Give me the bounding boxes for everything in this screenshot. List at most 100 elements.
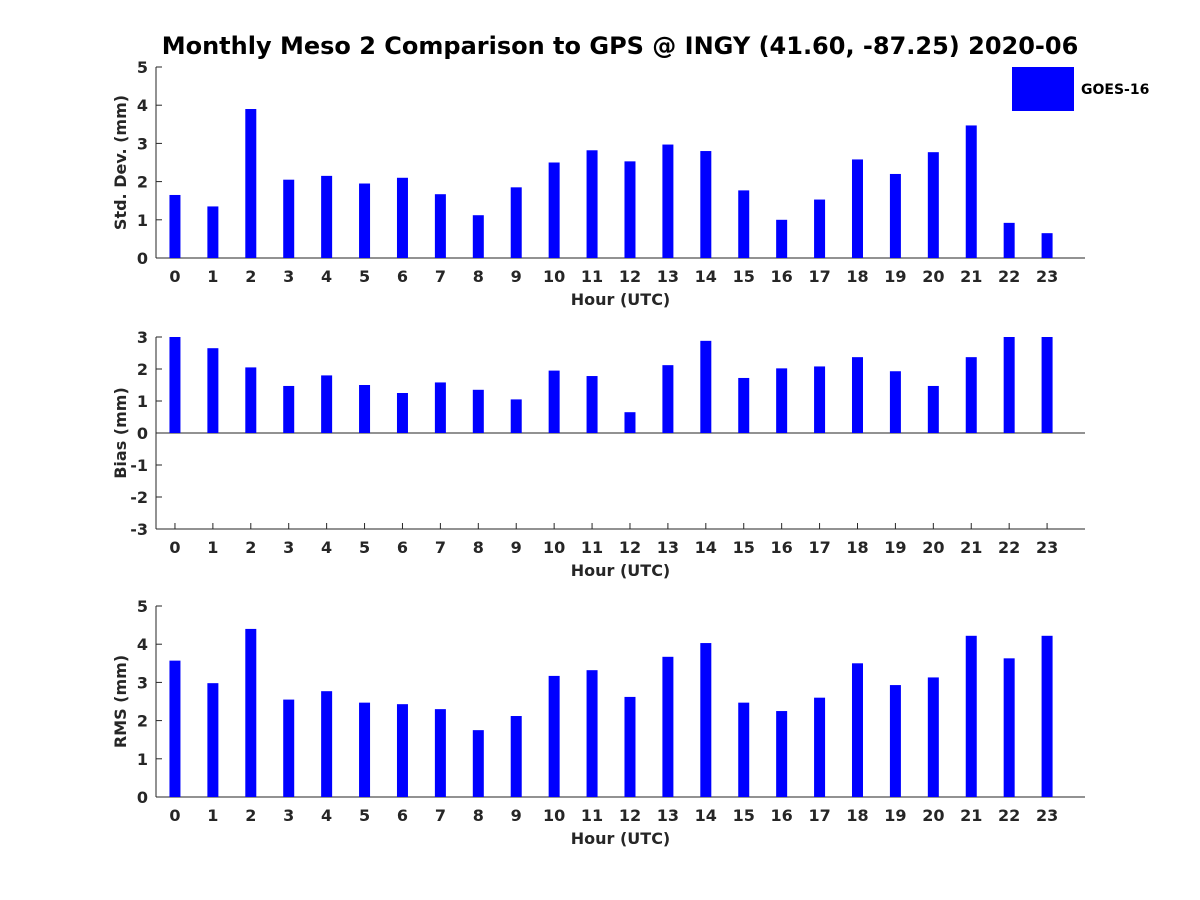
std-y-axis-label: Std. Dev. (mm) <box>111 95 130 230</box>
rms-bar <box>851 663 863 797</box>
std-bar <box>814 199 826 258</box>
rms-x-tick-label: 17 <box>808 806 830 825</box>
rms-bar <box>738 702 750 797</box>
std-bar <box>283 179 295 258</box>
bias-x-tick-label: 6 <box>397 538 408 557</box>
std-x-tick-label: 7 <box>435 267 446 286</box>
rms-x-axis-label: Hour (UTC) <box>571 829 671 848</box>
bias-x-tick-label: 7 <box>435 538 446 557</box>
bias-y-tick-label: -3 <box>130 520 148 539</box>
bias-x-tick-label: 12 <box>619 538 641 557</box>
rms-y-tick-label: 1 <box>137 750 148 769</box>
std-x-tick-label: 8 <box>473 267 484 286</box>
bias-y-axis-label: Bias (mm) <box>111 387 130 479</box>
legend-swatch <box>1012 67 1074 111</box>
bias-bar <box>586 376 598 433</box>
rms-bar <box>927 677 939 797</box>
bias-x-tick-label: 14 <box>695 538 717 557</box>
bias-y-tick-label: 3 <box>137 328 148 347</box>
rms-bar <box>283 699 295 797</box>
bias-y-tick-label: 0 <box>137 424 148 443</box>
std-x-tick-label: 16 <box>771 267 793 286</box>
bias-x-tick-label: 9 <box>511 538 522 557</box>
std-x-tick-label: 4 <box>321 267 332 286</box>
bias-bar <box>359 385 371 433</box>
std-x-tick-label: 2 <box>245 267 256 286</box>
rms-x-tick-label: 13 <box>657 806 679 825</box>
rms-bar <box>965 635 977 797</box>
std-bar <box>359 183 371 258</box>
rms-bar <box>207 683 219 797</box>
rms-x-tick-label: 9 <box>511 806 522 825</box>
std-x-tick-label: 9 <box>511 267 522 286</box>
std-x-tick-label: 15 <box>733 267 755 286</box>
std-x-tick-label: 14 <box>695 267 717 286</box>
bias-bar <box>738 377 750 433</box>
std-x-tick-label: 13 <box>657 267 679 286</box>
rms-x-tick-label: 14 <box>695 806 717 825</box>
std-bar <box>1003 222 1015 258</box>
std-bar <box>1041 233 1053 258</box>
bias-bar <box>662 365 674 433</box>
std-bar <box>396 177 408 258</box>
bias-x-axis-label: Hour (UTC) <box>571 561 671 580</box>
rms-bar <box>321 691 333 797</box>
bias-x-tick-label: 1 <box>207 538 218 557</box>
bias-bar <box>434 382 446 433</box>
bias-x-tick-label: 22 <box>998 538 1020 557</box>
bias-x-tick-label: 10 <box>543 538 565 557</box>
std-bar <box>927 152 939 258</box>
rms-bar <box>586 670 598 797</box>
bias-bar <box>169 337 181 433</box>
std-x-tick-label: 19 <box>884 267 906 286</box>
rms-x-tick-label: 15 <box>733 806 755 825</box>
rms-x-tick-label: 19 <box>884 806 906 825</box>
bias-x-tick-label: 21 <box>960 538 982 557</box>
bias-bar <box>245 367 257 433</box>
bias-x-tick-label: 0 <box>169 538 180 557</box>
rms-x-tick-label: 20 <box>922 806 944 825</box>
bias-bar <box>207 348 219 433</box>
bias-x-tick-label: 20 <box>922 538 944 557</box>
std-y-tick-label: 0 <box>137 249 148 268</box>
std-bar <box>207 206 219 258</box>
std-x-tick-label: 23 <box>1036 267 1058 286</box>
rms-bar <box>1041 635 1053 797</box>
std-bar <box>434 194 446 258</box>
std-x-tick-label: 21 <box>960 267 982 286</box>
rms-bar <box>1003 658 1015 797</box>
chart-title: Monthly Meso 2 Comparison to GPS @ INGY … <box>162 32 1079 60</box>
std-bar <box>548 162 560 258</box>
bias-y-tick-label: 1 <box>137 392 148 411</box>
bias-y-tick-label: 2 <box>137 360 148 379</box>
bias-x-tick-label: 5 <box>359 538 370 557</box>
rms-x-tick-label: 1 <box>207 806 218 825</box>
rms-x-tick-label: 23 <box>1036 806 1058 825</box>
bias-x-tick-label: 23 <box>1036 538 1058 557</box>
std-x-tick-label: 6 <box>397 267 408 286</box>
bias-bar <box>965 357 977 433</box>
std-bar <box>738 190 750 258</box>
std-bar <box>624 161 636 258</box>
rms-bar <box>624 696 636 797</box>
bias-x-tick-label: 11 <box>581 538 603 557</box>
rms-y-tick-label: 4 <box>137 635 148 654</box>
bias-x-tick-label: 16 <box>771 538 793 557</box>
rms-bar <box>169 660 181 797</box>
std-y-tick-label: 4 <box>137 96 148 115</box>
std-bar <box>776 219 788 258</box>
rms-x-tick-label: 18 <box>846 806 868 825</box>
rms-bar <box>889 685 901 797</box>
rms-y-tick-label: 5 <box>137 597 148 616</box>
bias-bar <box>283 385 295 433</box>
bias-bar <box>472 389 484 433</box>
rms-bar <box>814 697 826 797</box>
bias-bar <box>776 368 788 433</box>
rms-bar <box>245 628 257 797</box>
std-x-tick-label: 12 <box>619 267 641 286</box>
std-x-tick-label: 17 <box>808 267 830 286</box>
rms-y-tick-label: 2 <box>137 712 148 731</box>
